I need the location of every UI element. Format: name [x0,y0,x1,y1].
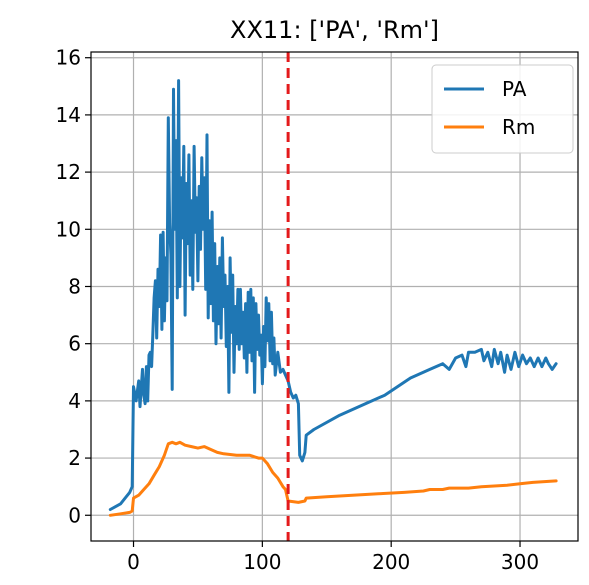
y-tick-label: 2 [68,446,81,470]
legend: PA Rm [431,64,574,154]
x-tick-label: 100 [243,550,281,574]
y-tick-label: 8 [68,274,81,298]
chart-title: XX11: ['PA', 'Rm'] [230,16,439,44]
y-tick-label: 0 [68,503,81,527]
x-tick-label: 0 [127,550,140,574]
tick-layer: 0 100 200 300 0 2 4 6 8 10 12 14 16 [56,46,540,574]
legend-box [431,64,574,154]
series-line-pa [108,79,558,511]
y-tick-label: 14 [56,103,81,127]
y-tick-label: 10 [56,217,81,241]
plot-frame [90,51,579,542]
y-tick-label: 16 [56,46,81,70]
legend-label-rm: Rm [502,115,535,139]
y-tick-label: 6 [68,332,81,356]
legend-label-pa: PA [502,77,527,101]
x-tick-label: 200 [372,550,410,574]
series-line-rm [108,440,558,517]
series-layer [108,79,558,517]
y-tick-label: 4 [68,389,81,413]
y-tick-label: 12 [56,160,81,184]
x-tick-label: 300 [501,550,539,574]
